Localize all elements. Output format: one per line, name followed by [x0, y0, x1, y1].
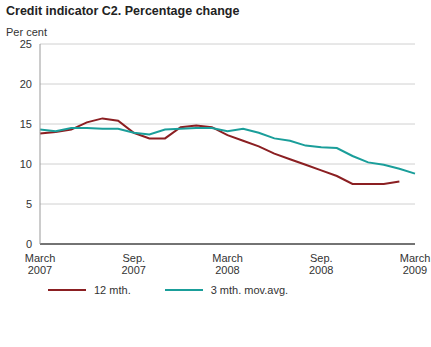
svg-text:March2009: March2009: [400, 252, 423, 276]
svg-text:Sep.2008: Sep.2008: [309, 252, 333, 276]
svg-text:15: 15: [20, 118, 32, 130]
html-text:12 mth.: 12 mth.: [94, 284, 131, 296]
svg-text:25: 25: [20, 38, 32, 50]
svg-text:March2007: March2007: [25, 252, 56, 276]
svg-text:5: 5: [26, 198, 32, 210]
svg-text:10: 10: [20, 158, 32, 170]
html-text:3 mth. mov.avg.: 3 mth. mov.avg.: [210, 284, 289, 296]
svg-text:20: 20: [20, 78, 32, 90]
svg-text:March2008: March2008: [212, 252, 243, 276]
html-text:Per cent: Per cent: [6, 26, 47, 38]
svg-text:Sep.2007: Sep.2007: [122, 252, 146, 276]
svg-text:0: 0: [26, 238, 32, 250]
html-text:Credit indicator C2. Percentag: Credit indicator C2. Percentage change: [6, 4, 240, 18]
